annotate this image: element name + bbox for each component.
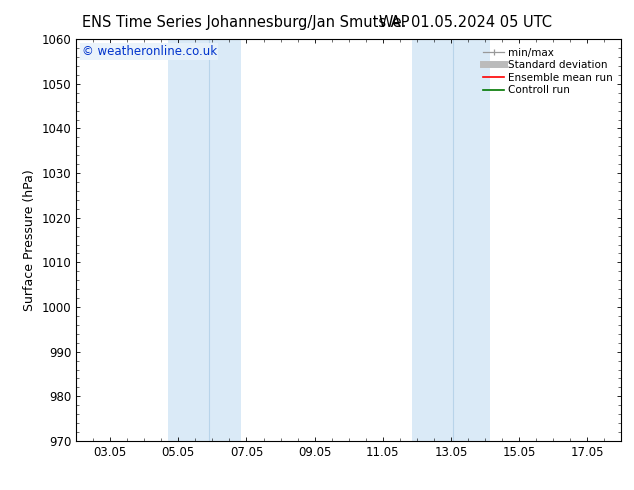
Bar	[411, 39, 490, 441]
Y-axis label: Surface Pressure (hPa): Surface Pressure (hPa)	[23, 169, 36, 311]
Bar	[168, 39, 242, 441]
Text: We. 01.05.2024 05 UTC: We. 01.05.2024 05 UTC	[378, 15, 552, 30]
Text: © weatheronline.co.uk: © weatheronline.co.uk	[82, 45, 217, 58]
Legend: min/max, Standard deviation, Ensemble mean run, Controll run: min/max, Standard deviation, Ensemble me…	[480, 45, 616, 98]
Text: ENS Time Series Johannesburg/Jan Smuts AP: ENS Time Series Johannesburg/Jan Smuts A…	[82, 15, 410, 30]
